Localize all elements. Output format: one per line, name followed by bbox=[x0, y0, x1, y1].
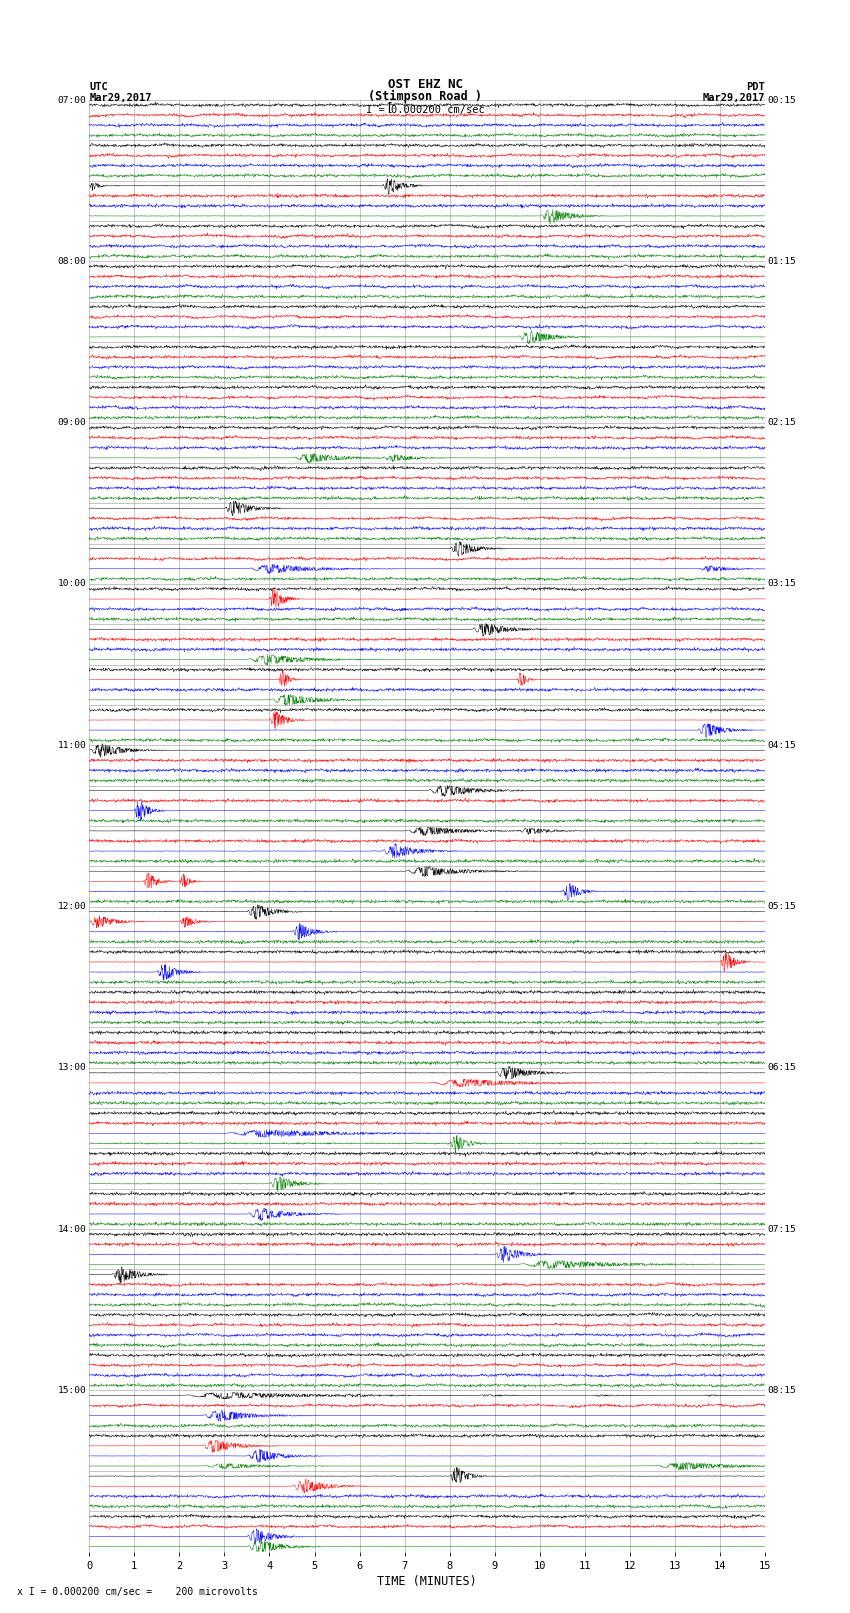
X-axis label: TIME (MINUTES): TIME (MINUTES) bbox=[377, 1574, 477, 1587]
Text: I = 0.000200 cm/sec: I = 0.000200 cm/sec bbox=[366, 105, 484, 115]
Text: Mar29,2017: Mar29,2017 bbox=[702, 94, 765, 103]
Text: UTC: UTC bbox=[89, 82, 108, 92]
Text: Mar29,2017: Mar29,2017 bbox=[89, 94, 152, 103]
Text: (Stimpson Road ): (Stimpson Road ) bbox=[368, 90, 482, 103]
Text: PDT: PDT bbox=[746, 82, 765, 92]
Text: x I = 0.000200 cm/sec =    200 microvolts: x I = 0.000200 cm/sec = 200 microvolts bbox=[17, 1587, 258, 1597]
Text: OST EHZ NC: OST EHZ NC bbox=[388, 77, 462, 90]
Text: [: [ bbox=[385, 102, 393, 115]
